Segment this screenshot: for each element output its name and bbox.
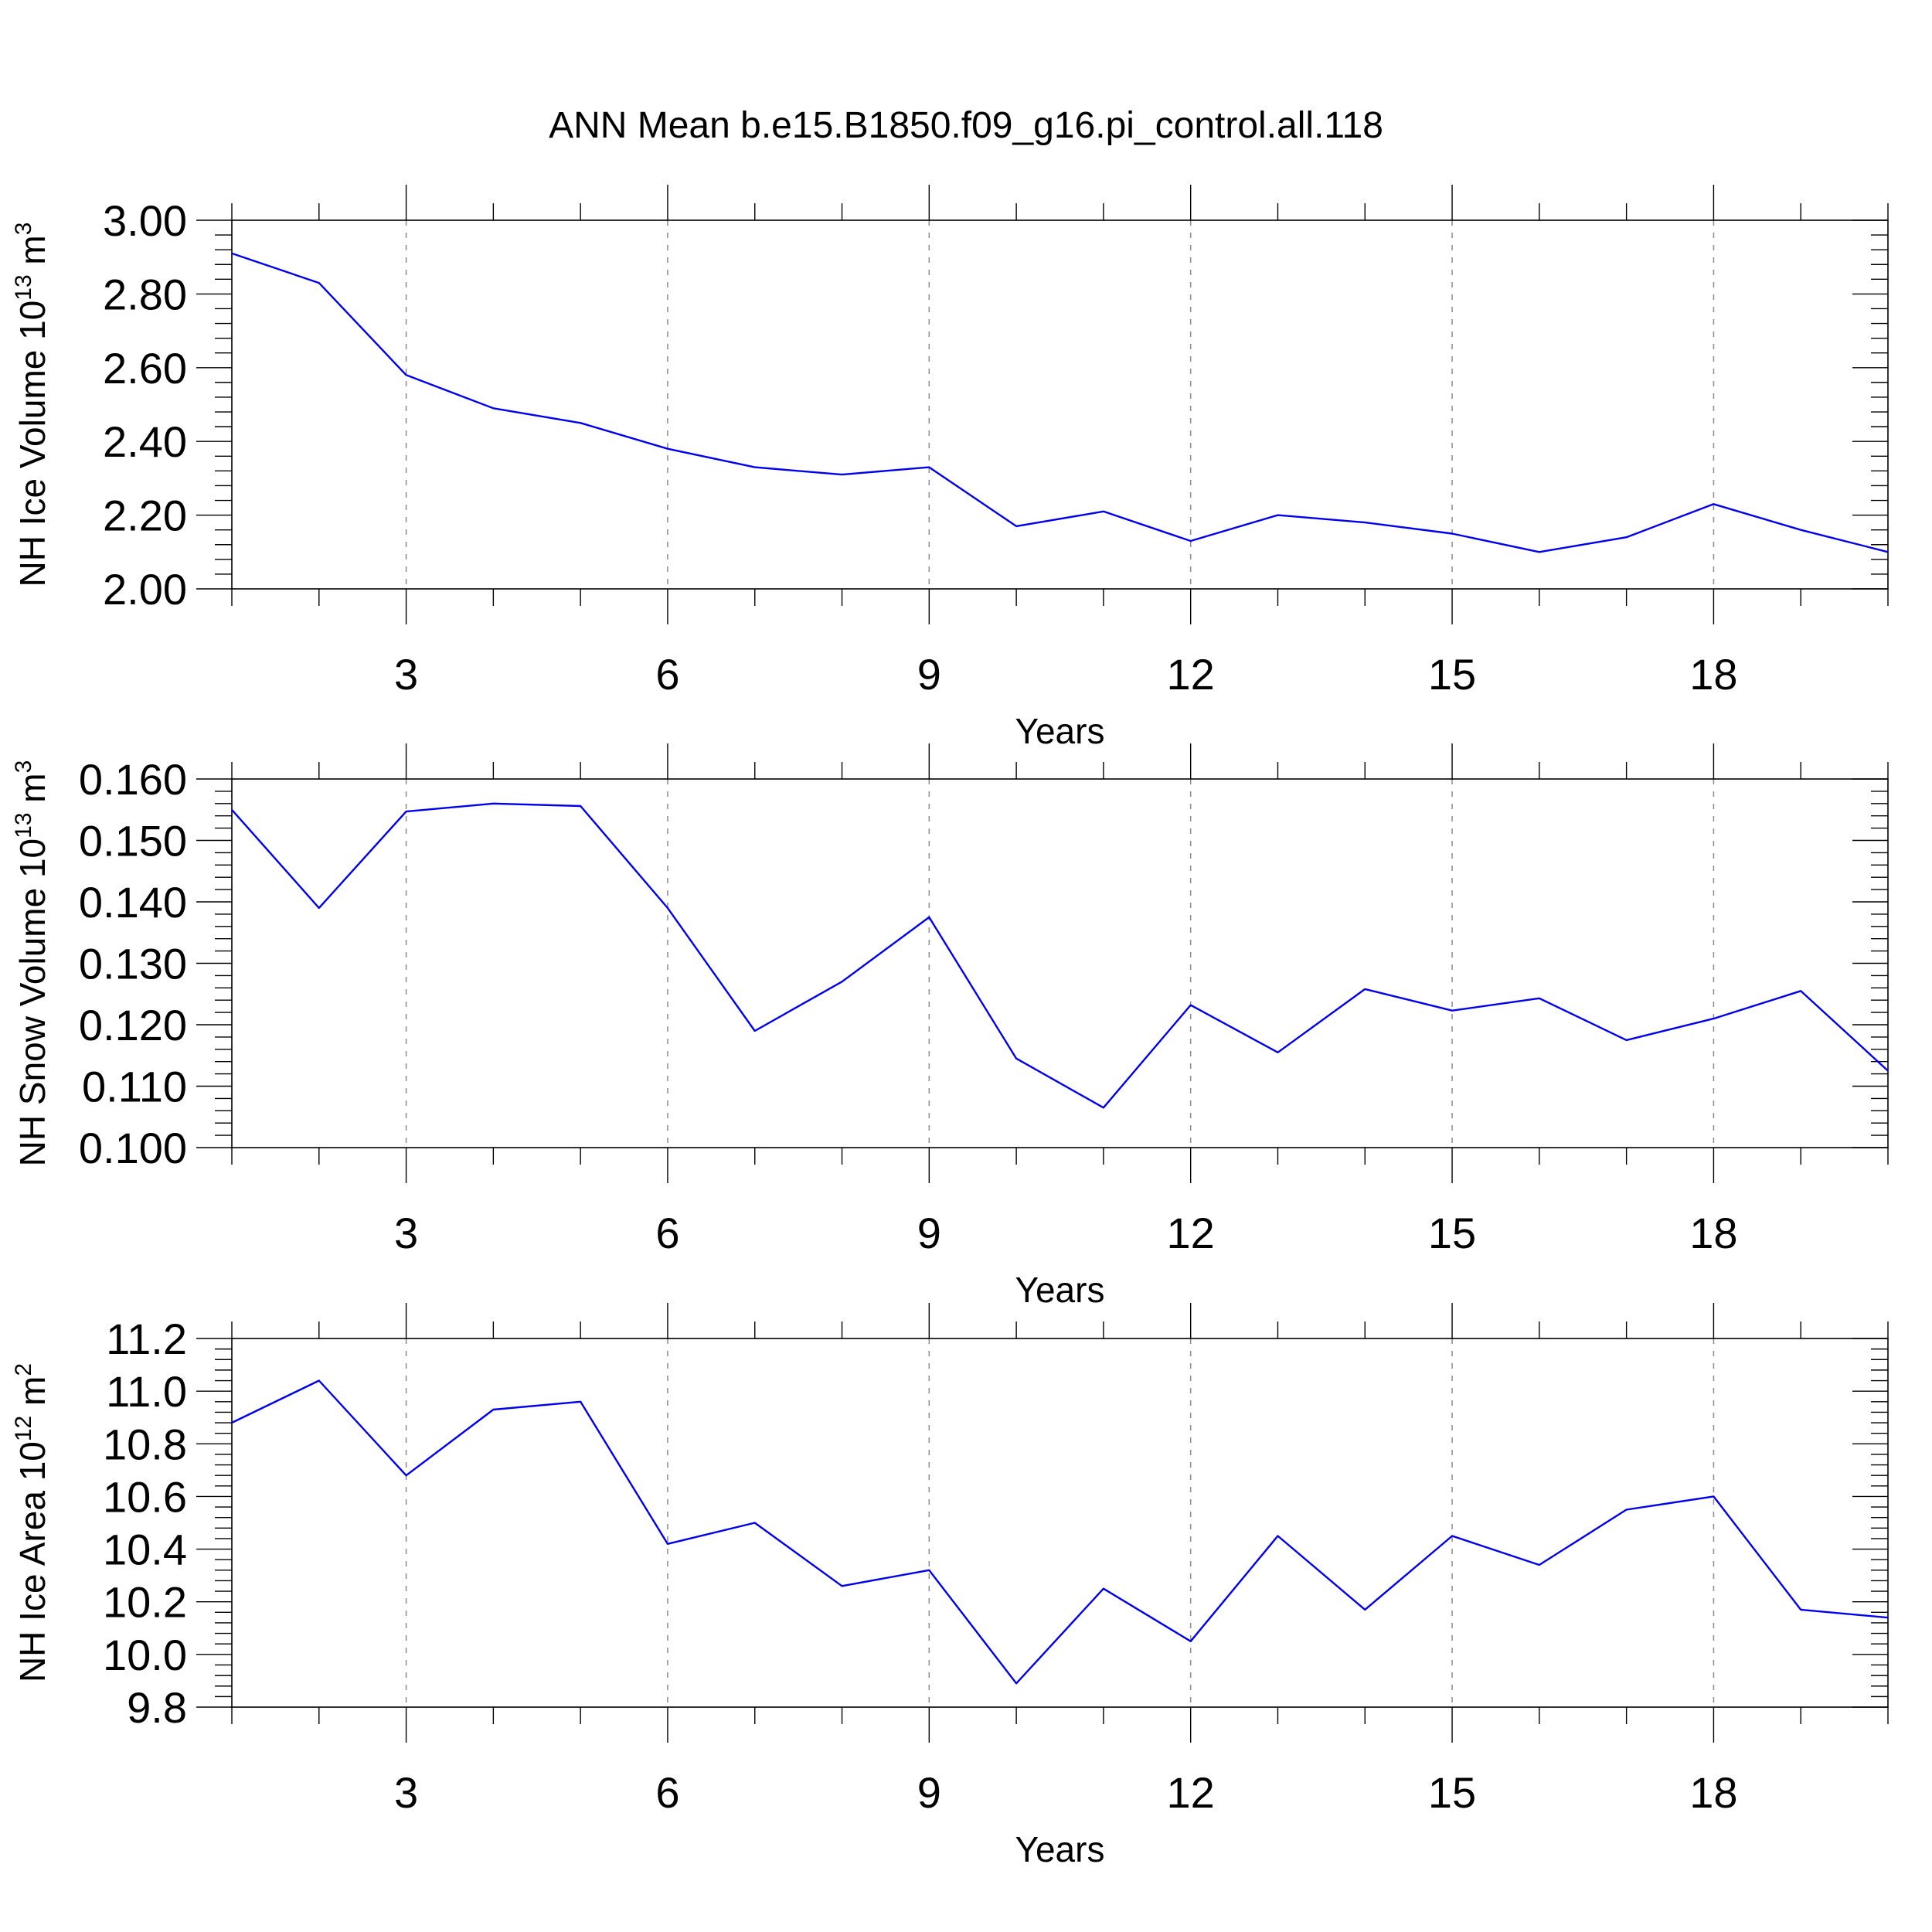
x-tick-label: 9 bbox=[917, 650, 941, 699]
y-tick-label: 11.0 bbox=[106, 1367, 187, 1416]
y-tick-label: 10.8 bbox=[103, 1420, 187, 1468]
y-axis-label-part: m bbox=[12, 773, 53, 812]
x-axis-label: Years bbox=[1015, 1270, 1105, 1310]
chart-panel-1: 3 6 9 12 15 18 2.00 2.20 2.40 2.60 2.80 3.00 Years NH… bbox=[11, 185, 1889, 751]
y-tick-label: 9.8 bbox=[127, 1683, 187, 1732]
x-tick-label: 15 bbox=[1428, 650, 1476, 699]
figure-title: ANN Mean b.e15.B1850.f09_g16.pi_control.… bbox=[549, 105, 1383, 146]
y-tick-label: 2.00 bbox=[103, 565, 187, 614]
x-tick-label: 18 bbox=[1689, 650, 1737, 699]
y-tick-label: 2.20 bbox=[103, 492, 187, 540]
panels: 3 6 9 12 15 18 2.00 2.20 2.40 2.60 2.80 3.00 Years NH… bbox=[11, 185, 1889, 1869]
x-tick-label: 3 bbox=[394, 1209, 418, 1257]
y-axis-label-part: NH Snow Volume 10 bbox=[12, 838, 53, 1166]
x-axis-label: Years bbox=[1015, 1829, 1105, 1869]
y-tick-label: 0.130 bbox=[79, 940, 187, 988]
x-tick-label: 15 bbox=[1428, 1209, 1476, 1257]
plot-frame bbox=[231, 1338, 1889, 1708]
chart-panel-3: 3 6 9 12 15 18 9.810.010.210.4 10.610.811.011.2… bbox=[11, 1303, 1889, 1869]
plot-frame bbox=[231, 778, 1889, 1148]
x-axis-label: Years bbox=[1015, 711, 1105, 751]
x-tick-label: 6 bbox=[655, 1768, 679, 1817]
series-line bbox=[231, 802, 1889, 1109]
x-tick-label: 12 bbox=[1167, 1768, 1215, 1817]
x-tick-label: 6 bbox=[655, 650, 679, 699]
x-tick-label: 9 bbox=[917, 1768, 941, 1817]
y-axis-label-superscript: 2 bbox=[11, 1363, 36, 1376]
y-axis-label-superscript: 13 bbox=[11, 274, 36, 300]
y-tick-label: 10.0 bbox=[103, 1631, 187, 1679]
y-tick-label: 2.40 bbox=[103, 417, 187, 466]
y-axis-label-part: NH Ice Area 10 bbox=[12, 1441, 53, 1682]
x-tick-label: 15 bbox=[1428, 1768, 1476, 1817]
y-tick-label: 2.80 bbox=[103, 270, 187, 318]
x-tick-label: 3 bbox=[394, 650, 418, 699]
y-tick-label: 0.160 bbox=[79, 755, 187, 804]
y-axis-label: NH Ice Volume 1013 m3 bbox=[11, 223, 53, 587]
y-axis-label-superscript: 3 bbox=[11, 223, 36, 236]
y-tick-label: 10.6 bbox=[103, 1472, 187, 1521]
x-tick-label: 12 bbox=[1167, 650, 1215, 699]
y-tick-label: 10.4 bbox=[103, 1526, 187, 1574]
x-tick-label: 3 bbox=[394, 1768, 418, 1817]
y-tick-label: 0.100 bbox=[79, 1124, 187, 1172]
series-line bbox=[231, 1379, 1889, 1685]
y-tick-label: 2.60 bbox=[103, 344, 187, 393]
y-tick-label: 0.110 bbox=[82, 1063, 187, 1111]
y-axis-label-superscript: 13 bbox=[11, 812, 36, 838]
x-tick-label: 18 bbox=[1689, 1209, 1737, 1257]
x-tick-label: 18 bbox=[1689, 1768, 1737, 1817]
y-axis-label-part: NH Ice Volume 10 bbox=[12, 301, 53, 587]
y-axis-label: NH Ice Area 1012 m2 bbox=[11, 1363, 53, 1682]
plot-frame bbox=[231, 219, 1889, 590]
y-tick-label: 11.2 bbox=[106, 1315, 187, 1363]
chart-panel-2: 3 6 9 12 15 18 0.100 0.110 0.120 0.130 0.140 0.150 0… bbox=[11, 743, 1889, 1310]
y-tick-label: 3.00 bbox=[103, 196, 187, 245]
series-line bbox=[231, 252, 1889, 553]
y-tick-label: 10.2 bbox=[103, 1578, 187, 1627]
y-axis-label-superscript: 3 bbox=[11, 760, 36, 774]
y-tick-label: 0.150 bbox=[79, 817, 187, 866]
y-tick-label: 0.140 bbox=[79, 878, 187, 927]
y-axis-label-part: m bbox=[12, 235, 53, 274]
y-axis-label-part: m bbox=[12, 1376, 53, 1416]
y-axis-label: NH Snow Volume 1013 m3 bbox=[11, 760, 53, 1167]
y-axis-label-superscript: 12 bbox=[11, 1416, 36, 1441]
x-tick-label: 6 bbox=[655, 1209, 679, 1257]
x-tick-label: 9 bbox=[917, 1209, 941, 1257]
y-tick-label: 0.120 bbox=[79, 1001, 187, 1049]
x-tick-label: 12 bbox=[1167, 1209, 1215, 1257]
